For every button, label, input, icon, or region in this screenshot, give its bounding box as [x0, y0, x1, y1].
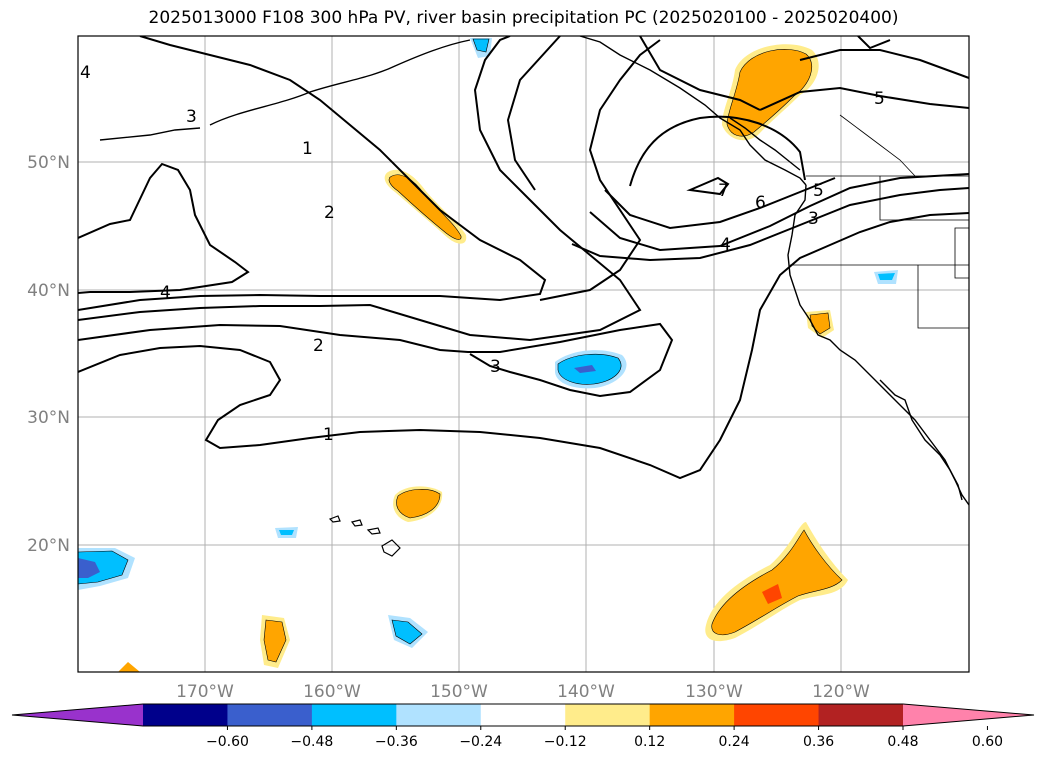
- colorbar-segment: [227, 704, 313, 726]
- contour-label: 5: [813, 181, 824, 201]
- colorbar-tick-label: 0.36: [803, 734, 834, 750]
- lon-labels: 170°W 160°W 150°W 140°W 130°W 120°W: [176, 682, 870, 702]
- pv-contours: [78, 36, 969, 480]
- lon-label: 130°W: [685, 682, 743, 702]
- precip-negative-area: [878, 273, 895, 280]
- hawaii-islands: [328, 515, 401, 557]
- map-frame: [77, 35, 970, 673]
- colorbar-tick-label: 0.12: [634, 734, 665, 750]
- colorbar: −0.60 −0.48 −0.36 −0.24 −0.12 0.12 0.24 0.36 0.4…: [11, 703, 1035, 750]
- lat-label: 40°N: [27, 281, 70, 301]
- map-title: 2025013000 F108 300 hPa PV, river basin …: [148, 8, 899, 28]
- colorbar-segment: [143, 704, 228, 726]
- contour-labels: 1 2 3 4 1 2 3 5 6 4 3 5 7 4: [80, 63, 885, 445]
- precip-negative-core: [78, 558, 100, 578]
- contour-label: 2: [313, 336, 324, 356]
- lat-label: 20°N: [27, 536, 70, 556]
- precip-positive-area: [396, 489, 441, 519]
- contour-label: 4: [80, 63, 91, 83]
- colorbar-tick-label: 0.48: [887, 734, 918, 750]
- contour-label: 1: [302, 139, 313, 159]
- contour-label: 3: [808, 209, 819, 229]
- colorbar-tick-label: 0.24: [719, 734, 750, 750]
- colorbar-segment: [649, 704, 735, 726]
- colorbar-tick-label: −0.24: [459, 734, 502, 750]
- lon-label: 170°W: [176, 682, 234, 702]
- lon-label: 140°W: [557, 682, 615, 702]
- colorbar-tick-label: −0.12: [544, 734, 587, 750]
- contour-label: 6: [755, 193, 766, 213]
- contour-label: 7: [718, 181, 729, 201]
- lat-label: 30°N: [27, 408, 70, 428]
- precip-positive-area: [711, 529, 843, 636]
- political-borders: [790, 114, 969, 329]
- colorbar-segment: [311, 704, 397, 726]
- contour-label: 2: [324, 203, 335, 223]
- colorbar-tick-label: −0.60: [206, 734, 249, 750]
- lon-label: 150°W: [430, 682, 488, 702]
- colorbar-segment: [565, 704, 651, 726]
- lon-label: 160°W: [303, 682, 361, 702]
- contour-label: 4: [160, 283, 171, 303]
- colorbar-tick-label: −0.48: [290, 734, 333, 750]
- map-panel: 1 2 3 4 1 2 3 5 6 4 3 5 7 4: [78, 36, 969, 672]
- colorbar-tick-label: −0.36: [375, 734, 418, 750]
- colorbar-tick-label: 0.60: [972, 734, 1003, 750]
- colorbar-segment: [396, 704, 482, 726]
- lat-label: 50°N: [27, 153, 70, 173]
- contour-label: 3: [186, 107, 197, 127]
- contour-label: 4: [720, 235, 731, 255]
- precip-positive-area: [263, 619, 287, 663]
- graticule: [78, 36, 969, 672]
- contour-label: 5: [874, 89, 885, 109]
- colorbar-outline: [11, 703, 1035, 727]
- colorbar-extend-min: [12, 704, 143, 726]
- contour-label: 1: [323, 425, 334, 445]
- colorbar-segment: [734, 704, 820, 726]
- precip-negative-area: [391, 619, 423, 645]
- colorbar-segment: [480, 704, 566, 726]
- precip-negative-area: [472, 38, 490, 53]
- precip-negative-core: [574, 365, 596, 373]
- colorbar-segment: [818, 704, 904, 726]
- lat-labels: 50°N 40°N 30°N 20°N: [27, 153, 70, 556]
- coastlines: [99, 36, 969, 506]
- precip-negative-area: [279, 530, 294, 535]
- precip-positive-area: [118, 662, 140, 672]
- contour-label: 3: [490, 357, 501, 377]
- precip-positive-core: [762, 584, 782, 604]
- precip-shading: [78, 38, 898, 672]
- colorbar-extend-max: [903, 704, 1034, 726]
- lon-label: 120°W: [812, 682, 870, 702]
